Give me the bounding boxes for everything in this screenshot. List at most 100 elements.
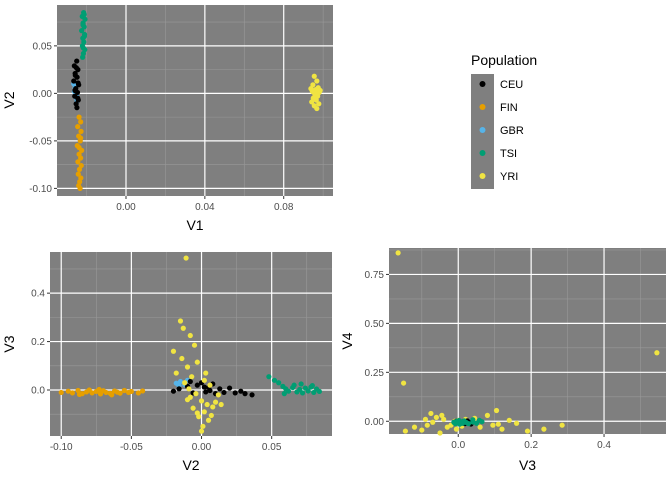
x-tick-label: 0.00: [116, 202, 136, 213]
data-point-yri: [419, 427, 425, 433]
legend-label-gbr: GBR: [500, 125, 524, 137]
data-point-ceu: [187, 378, 193, 385]
data-point-ceu: [74, 58, 80, 64]
x-axis-title: V1: [186, 217, 203, 233]
data-point-yri: [201, 377, 207, 383]
data-point-yri: [400, 380, 407, 386]
data-point-yri: [428, 410, 434, 417]
data-point-fin: [75, 159, 81, 165]
data-point-ceu: [72, 72, 78, 78]
data-point-ceu: [170, 388, 177, 394]
data-point-tsi: [291, 382, 297, 388]
data-point-ceu: [201, 384, 207, 390]
data-point-yri: [204, 401, 210, 408]
data-point-fin: [77, 185, 83, 191]
data-point-fin: [89, 390, 95, 396]
data-point-yri: [180, 325, 186, 331]
data-point-tsi: [281, 391, 287, 397]
data-point-tsi: [316, 388, 322, 395]
data-point-yri: [493, 407, 500, 414]
data-point-tsi: [479, 419, 485, 425]
legend-key-yri: [479, 173, 486, 179]
data-point-tsi: [271, 377, 278, 383]
data-point-yri: [317, 87, 323, 94]
data-point-ceu: [238, 388, 244, 394]
data-point-yri: [179, 355, 185, 362]
legend-key-fin: [479, 104, 486, 110]
data-point-yri: [654, 350, 660, 356]
data-point-yri: [439, 412, 445, 418]
data-point-yri: [402, 428, 409, 434]
data-point-yri: [395, 250, 401, 256]
data-point-ceu: [226, 385, 233, 391]
data-point-yri: [490, 422, 496, 428]
data-point-ceu: [242, 391, 248, 397]
y-tick-label: 0.4: [31, 289, 45, 300]
y-axis-title: V3: [1, 335, 17, 352]
x-tick-label: 0.0: [451, 440, 465, 451]
y-tick-label: -0.10: [29, 184, 52, 195]
data-point-yri: [212, 399, 219, 405]
data-point-yri: [309, 99, 315, 105]
x-tick-label: 0.08: [274, 202, 294, 213]
data-point-yri: [207, 382, 213, 388]
data-point-yri: [411, 424, 418, 430]
y-tick-label: 0.2: [31, 337, 45, 348]
data-point-fin: [96, 386, 102, 393]
data-point-tsi: [79, 28, 85, 34]
data-point-ceu: [75, 80, 81, 86]
data-point-tsi: [470, 417, 476, 423]
data-point-fin: [78, 155, 84, 161]
data-point-tsi: [80, 22, 86, 28]
data-point-tsi: [298, 381, 304, 387]
data-point-fin: [75, 124, 81, 130]
data-point-fin: [128, 388, 134, 395]
data-point-yri: [183, 255, 189, 261]
y-tick-label: 0.0: [31, 386, 45, 397]
data-point-fin: [76, 166, 83, 172]
data-point-fin: [75, 171, 81, 177]
x-axis-title: V2: [182, 457, 199, 473]
data-point-ceu: [74, 105, 80, 111]
data-point-yri: [200, 423, 206, 429]
data-point-ceu: [232, 390, 238, 396]
data-point-tsi: [266, 374, 272, 380]
data-point-yri: [186, 386, 192, 392]
data-point-yri: [203, 370, 209, 376]
data-point-tsi: [465, 421, 472, 427]
data-point-fin: [139, 388, 146, 394]
data-point-gbr: [177, 378, 184, 385]
data-point-tsi: [309, 383, 315, 389]
legend-key-ceu: [479, 81, 486, 87]
data-point-yri: [513, 420, 520, 426]
data-point-yri: [433, 414, 439, 420]
panel-background: [50, 252, 332, 436]
data-point-yri: [506, 417, 512, 423]
data-point-yri: [182, 380, 188, 386]
data-point-ceu: [72, 87, 78, 94]
y-axis-title: V2: [1, 91, 17, 108]
data-point-yri: [198, 398, 205, 404]
data-point-yri: [477, 424, 483, 430]
data-point-fin: [109, 392, 115, 398]
data-point-yri: [314, 78, 320, 84]
x-axis-title: V3: [519, 457, 536, 473]
data-point-ceu: [207, 387, 213, 394]
data-point-yri: [194, 359, 200, 365]
data-point-yri: [437, 430, 443, 436]
y-tick-label: 0.25: [365, 368, 385, 379]
data-point-fin: [69, 390, 76, 396]
data-point-yri: [190, 405, 196, 411]
x-tick-label: 0.2: [524, 440, 538, 451]
plot-v2-v3: -0.10 -0.05 0.00 0.05 0.0 0.2 0.4 V2 V3: [1, 252, 332, 473]
data-point-yri: [422, 416, 429, 422]
data-point-tsi: [81, 11, 87, 18]
y-tick-label: 0.00: [365, 417, 385, 428]
data-point-yri: [524, 428, 531, 434]
data-point-tsi: [456, 417, 462, 424]
data-point-yri: [314, 105, 320, 112]
y-tick-label: 0.50: [365, 319, 385, 330]
data-point-tsi: [285, 388, 292, 394]
legend-label-fin: FIN: [500, 102, 518, 114]
